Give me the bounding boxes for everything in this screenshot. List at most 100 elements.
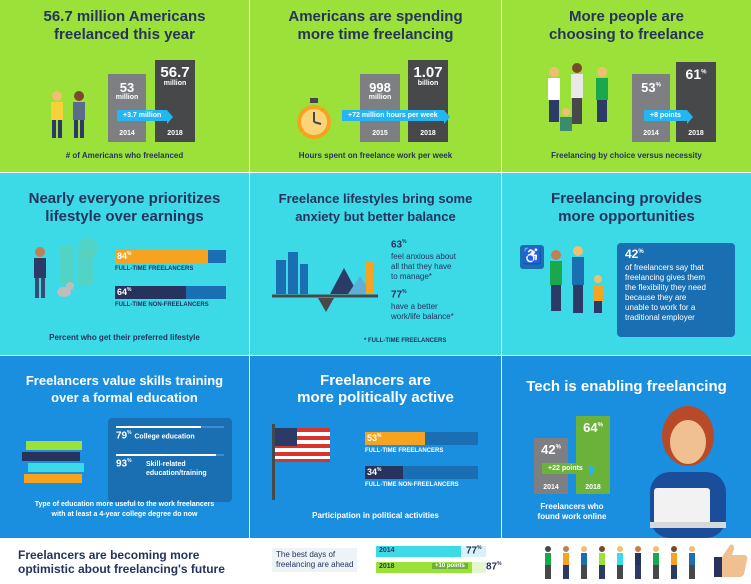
stat-2-label: Skill-related education/training bbox=[146, 460, 207, 478]
panel-tech-enabling: Tech is enabling freelancing 42% 64% +22… bbox=[502, 356, 751, 538]
stats-box: 63% feel anxious about all that they hav… bbox=[387, 235, 485, 337]
bar-2015: 998 million bbox=[360, 74, 400, 142]
stat-wrap: 42% bbox=[625, 247, 644, 261]
panel-title-line1: Americans are spending bbox=[288, 8, 463, 25]
bar-2015-value: 998 bbox=[369, 80, 391, 95]
bar-2014-value: 53 bbox=[641, 80, 656, 95]
year-2018: 2018 bbox=[585, 484, 601, 491]
stat-2-wrap: 93% bbox=[116, 458, 132, 469]
panel-title-line2: more opportunities bbox=[558, 208, 695, 225]
caption-line2: found work online bbox=[537, 512, 607, 521]
us-flag-icon bbox=[272, 424, 330, 500]
pct-sign: % bbox=[127, 251, 132, 257]
panel-title-line2: lifestyle over earnings bbox=[45, 208, 204, 225]
panel-title-line1: Freelance lifestyles bring some bbox=[278, 191, 473, 206]
pct-sign: % bbox=[701, 69, 707, 76]
stat-line3: the flexibility they need bbox=[625, 283, 706, 292]
panel-anxiety-balance: Freelance lifestyles bring some anxiety … bbox=[250, 173, 501, 355]
bar-2014-value: 77 bbox=[466, 545, 478, 557]
year-2014: 2014 bbox=[643, 130, 659, 137]
caption-line1: Type of education more useful to the wor… bbox=[34, 501, 215, 508]
footnote: * FULL-TIME FREELANCERS bbox=[364, 338, 447, 344]
bar-label: FULL-TIME NON-FREELANCERS bbox=[365, 482, 459, 488]
bar-year: 2014 bbox=[379, 547, 395, 554]
pct-sign: % bbox=[655, 82, 661, 89]
crowd-of-people-icon bbox=[545, 546, 695, 579]
bar-2014-unit: million bbox=[115, 94, 139, 101]
bar-2018-value: 56.7 bbox=[160, 64, 190, 81]
delta-tag: +72 million hours per week bbox=[342, 110, 450, 124]
panel-title-line1: Freelancing provides bbox=[551, 190, 702, 207]
stat-1-value: 79 bbox=[116, 430, 128, 442]
bar-value: 53% bbox=[367, 433, 381, 443]
panel-title-line1: Freelancers value skills training bbox=[25, 373, 224, 388]
footer-label-line1: The best days of bbox=[276, 550, 336, 559]
stat-1-line1: feel anxious about bbox=[391, 252, 456, 261]
balance-scale-icon bbox=[272, 252, 378, 312]
stat-1-wrap: 79% College education bbox=[116, 430, 195, 441]
stats-box: 79% College education 93% Skill-related … bbox=[108, 418, 232, 502]
caption-line1: Freelancers who bbox=[540, 502, 604, 511]
professionals-group-icon bbox=[548, 63, 608, 131]
stat-2-label1: Skill-related bbox=[146, 461, 186, 468]
panel-title-line2: anxiety but better balance bbox=[295, 209, 456, 224]
panel-title-line2: freelanced this year bbox=[54, 26, 195, 43]
panel-caption: Freelancing by choice versus necessity bbox=[551, 151, 702, 160]
stat-line1: of freelancers say that bbox=[625, 263, 704, 272]
bar-fill bbox=[365, 432, 425, 445]
stat-2-line1: have a better bbox=[391, 302, 438, 311]
bar-2014-value: 42 bbox=[541, 442, 556, 457]
panel-title-line2: over a formal education bbox=[51, 390, 198, 405]
bar-2018: 64% bbox=[576, 416, 610, 494]
bar-value: 34% bbox=[367, 467, 381, 477]
caption-line2: with at least a 4-year college degree do… bbox=[51, 511, 198, 518]
panel-title-line2: choosing to freelance bbox=[548, 26, 705, 43]
footer-title: Freelancers are becoming more optimistic… bbox=[18, 548, 225, 576]
bar-value: 84% bbox=[117, 251, 131, 261]
bar-value: 64% bbox=[117, 287, 131, 297]
bar-2014: 53 million bbox=[108, 74, 146, 142]
panel-caption: Participation in political activities bbox=[312, 511, 439, 520]
footer-title-line2: optimistic about freelancing's future bbox=[18, 562, 225, 576]
stopwatch-icon bbox=[297, 98, 331, 139]
panel-title-line1: Nearly everyone prioritizes bbox=[28, 190, 221, 207]
panel-title-line1: Freelancers are bbox=[320, 372, 431, 389]
stat-2-line2: work/life balance* bbox=[391, 312, 454, 321]
delta-tag: +10 points bbox=[432, 563, 468, 569]
footer-title-line1: Freelancers are becoming more bbox=[18, 548, 200, 562]
pct-sign: % bbox=[477, 545, 482, 551]
freelancers-people-icon bbox=[51, 91, 85, 138]
value: 84 bbox=[117, 251, 128, 261]
stat-box: 42% of freelancers say that freelancing … bbox=[617, 243, 735, 337]
stat-2-value: 77 bbox=[391, 289, 403, 301]
footer-label-line2: freelancing are ahead bbox=[276, 560, 354, 569]
bar-fill bbox=[116, 426, 202, 428]
panel-americans-freelanced: 56.7 million Americans freelanced this y… bbox=[0, 0, 249, 172]
footer-label: The best days of freelancing are ahead bbox=[272, 548, 358, 572]
year-2015: 2015 bbox=[372, 130, 388, 137]
pct-sign: % bbox=[597, 422, 603, 429]
panel-title-line1: 56.7 million Americans bbox=[43, 8, 206, 25]
bar-full-time-freelancers: 53% bbox=[365, 432, 478, 445]
stat-line4: because they are bbox=[625, 293, 687, 302]
bar-label: FULL-TIME FREELANCERS bbox=[115, 266, 194, 272]
bar-track bbox=[116, 426, 224, 428]
stat-1-label: College education bbox=[134, 433, 195, 441]
bar-fill bbox=[376, 562, 472, 573]
stat-2-value: 93 bbox=[116, 458, 128, 470]
bar-2018: 2018 +10 points bbox=[376, 562, 486, 573]
delta-tag: +8 points bbox=[644, 110, 693, 124]
panel-opportunities: Freelancing provides more opportunities … bbox=[502, 173, 751, 355]
bar-2018-unit: million bbox=[163, 80, 187, 87]
pct-sign: % bbox=[127, 287, 132, 293]
delta-tag: +3.7 million bbox=[117, 110, 174, 124]
panel-lifestyle-priority: Nearly everyone prioritizes lifestyle ov… bbox=[0, 173, 249, 355]
pct-sign: % bbox=[127, 430, 132, 436]
bar-fill bbox=[376, 546, 461, 557]
panel-caption: # of Americans who freelanced bbox=[65, 151, 184, 160]
panel-skills-training: Freelancers value skills training over a… bbox=[0, 356, 249, 538]
books-stack-icon bbox=[22, 441, 84, 483]
pct-sign: % bbox=[402, 239, 407, 245]
panel-time-freelancing: Americans are spending more time freelan… bbox=[250, 0, 501, 172]
bar-2015-unit: million bbox=[368, 94, 392, 101]
